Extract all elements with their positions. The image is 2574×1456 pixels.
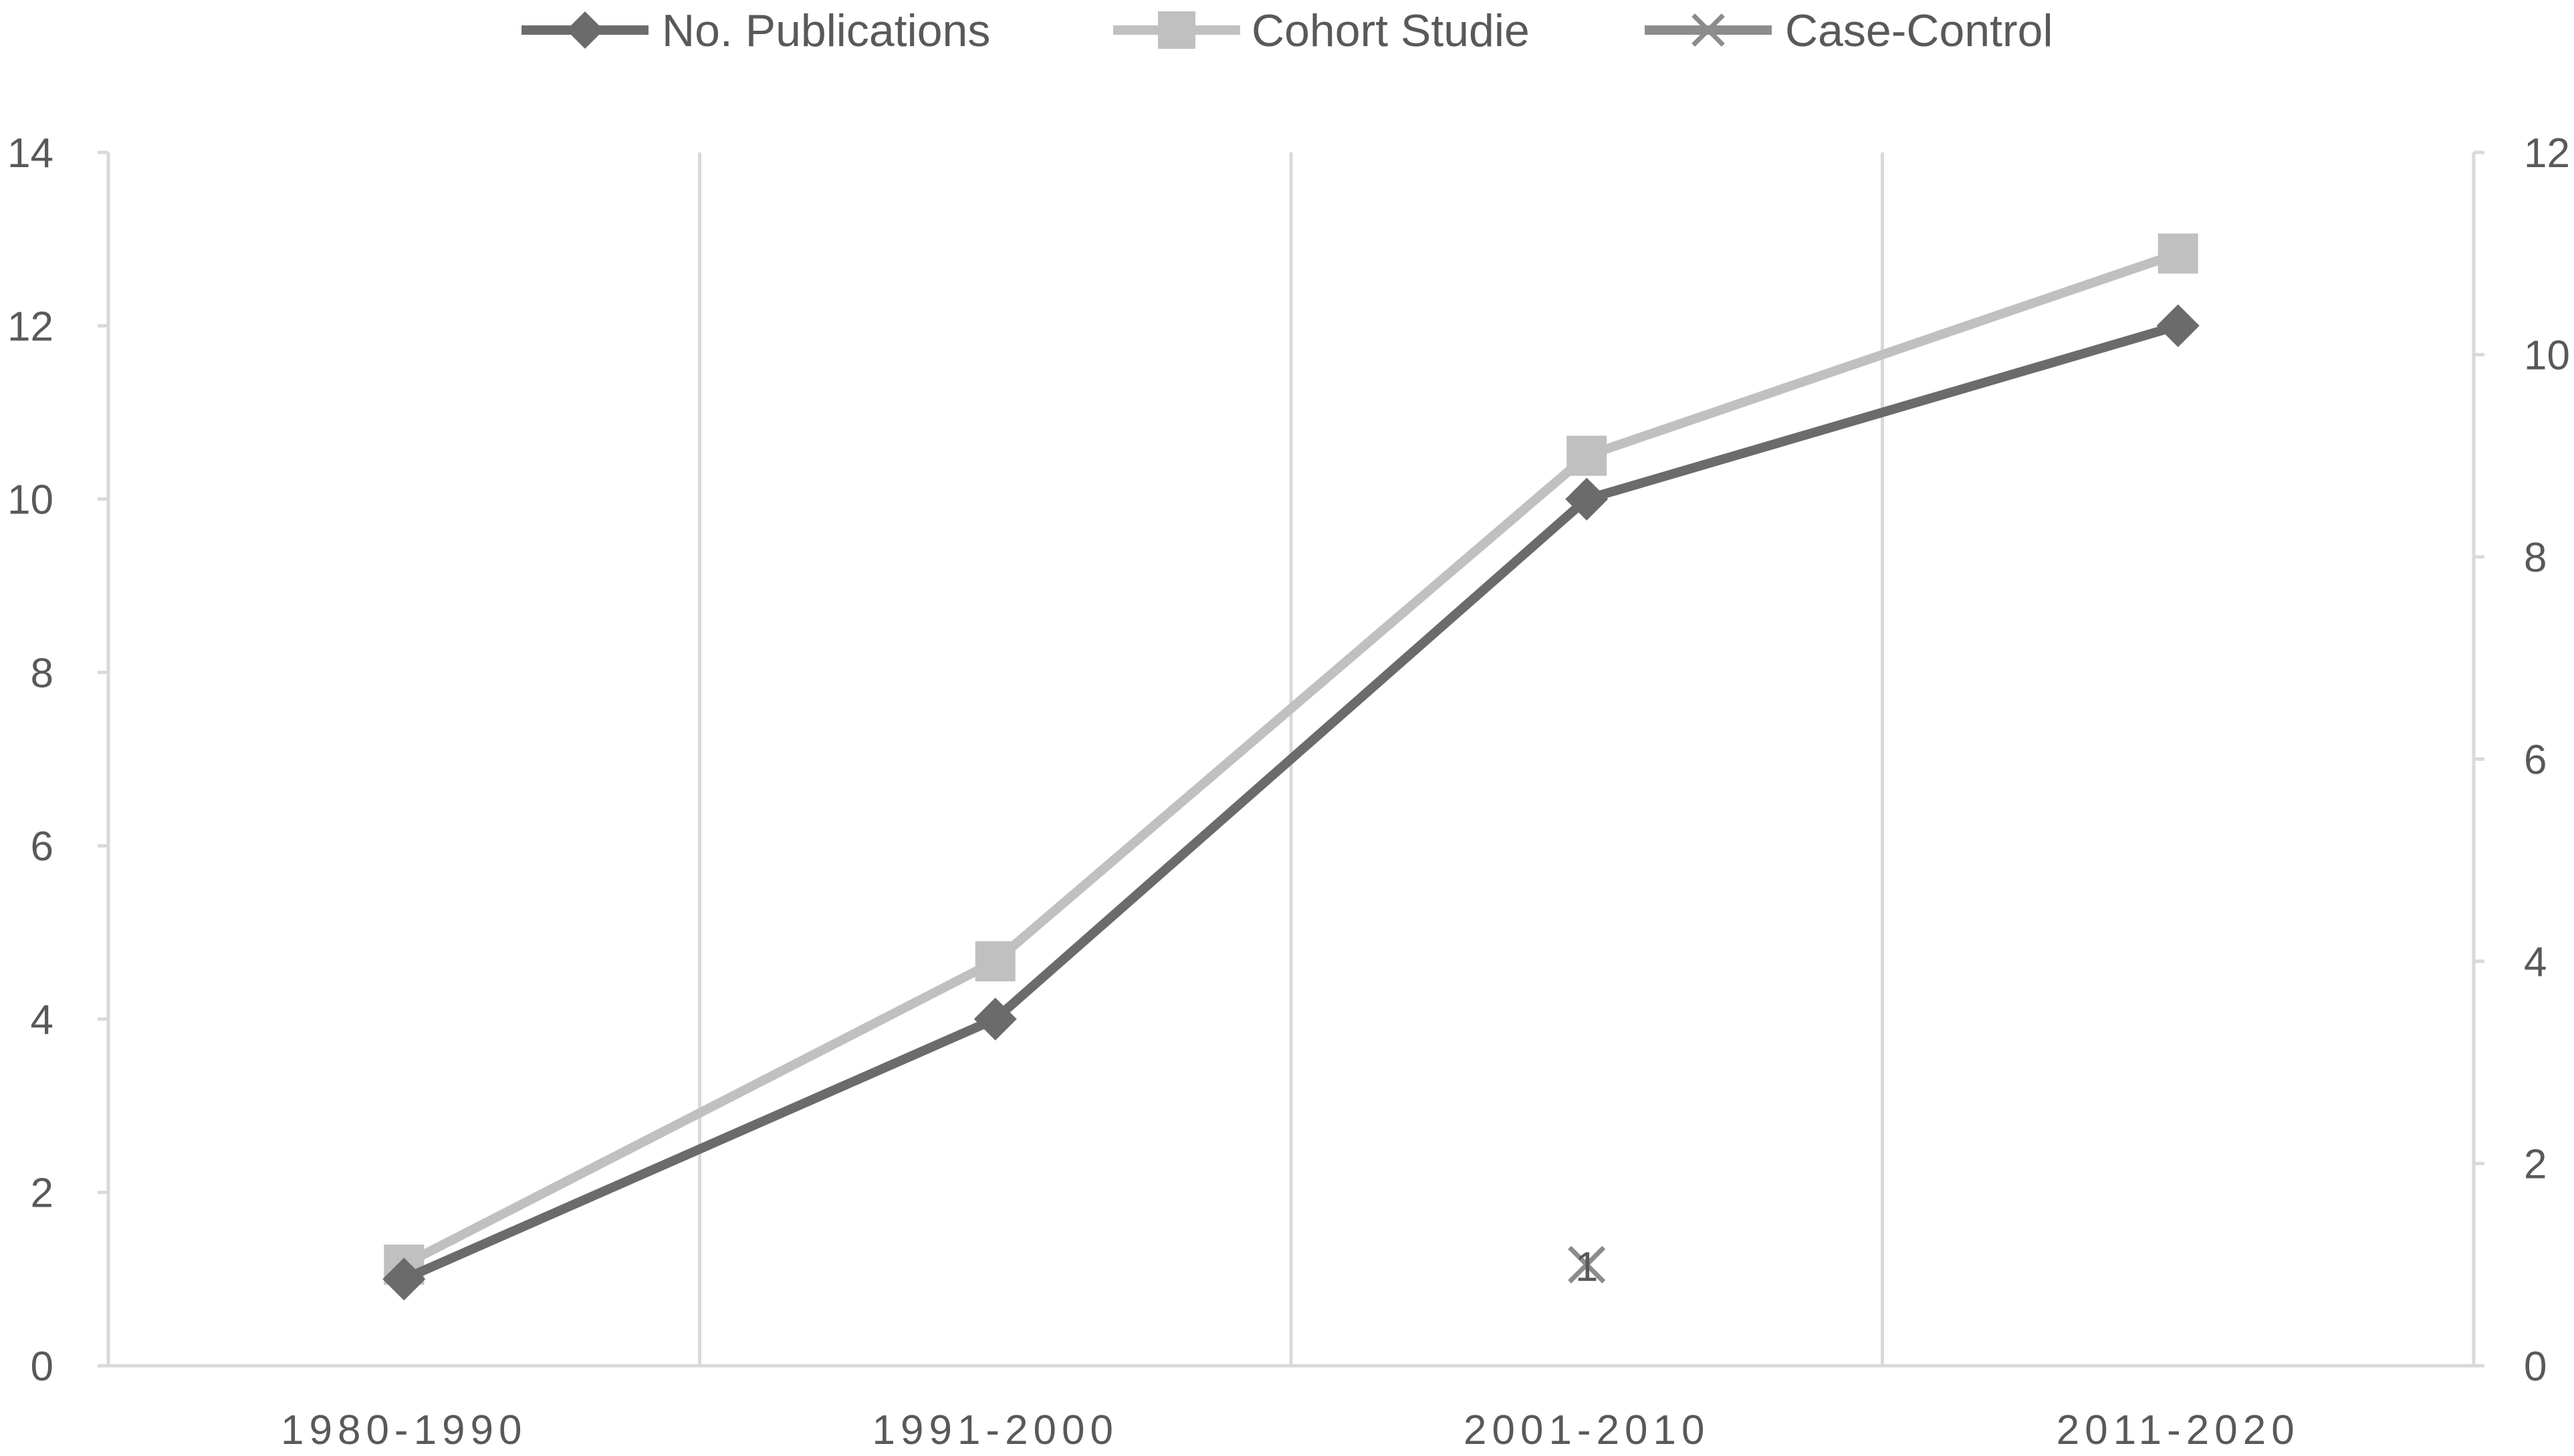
category-label: 1980-1990 xyxy=(281,1407,528,1453)
right-tick-label: 4 xyxy=(2524,939,2547,985)
left-y-axis: 0 2 4 6 8 10 12 14 xyxy=(7,130,53,1390)
right-tick-label: 8 xyxy=(2524,535,2547,581)
data-point-no-publications xyxy=(2156,304,2200,348)
data-point-case-control-stroke-b xyxy=(1568,1245,1606,1284)
data-point-no-publications xyxy=(973,997,1017,1041)
legend-marker-case-control-stroke-b xyxy=(1691,13,1725,47)
series-line-cohort-studie xyxy=(402,249,2180,1269)
series-group: 1 xyxy=(382,233,2200,1301)
data-label: 1 xyxy=(1575,1244,1598,1290)
data-point-no-publications xyxy=(382,1257,426,1301)
legend-marker-cohort-studie xyxy=(1158,11,1195,49)
gridlines xyxy=(98,150,2484,1368)
right-tick-label: 2 xyxy=(2524,1142,2547,1188)
left-tick-label: 10 xyxy=(7,477,53,523)
data-point-case-control xyxy=(1568,1245,1606,1284)
legend-marker-case-control xyxy=(1691,13,1725,47)
left-tick-label: 8 xyxy=(31,650,53,697)
left-tick-label: 12 xyxy=(7,304,53,350)
legend-marker-no-publications xyxy=(566,11,604,49)
x-axis: 1980-1990 1991-2000 2001-2010 2011-2020 xyxy=(281,1407,2300,1453)
right-tick-label: 6 xyxy=(2524,737,2547,783)
data-point-cohort-studie xyxy=(2157,233,2198,274)
left-tick-label: 14 xyxy=(7,130,53,176)
data-point-no-publications xyxy=(1565,477,1609,521)
legend-label: Cohort Studie xyxy=(1252,5,1530,56)
left-tick-label: 6 xyxy=(31,824,53,870)
legend: No. Publications Cohort Studie Case-Contro… xyxy=(521,5,2053,56)
right-tick-label: 12 xyxy=(2524,130,2570,176)
right-y-axis: 0 2 4 6 8 10 12 xyxy=(2524,130,2570,1390)
left-tick-label: 0 xyxy=(31,1344,53,1390)
data-point-cohort-studie xyxy=(1566,435,1607,476)
category-label: 1991-2000 xyxy=(872,1407,1119,1453)
legend-label: No. Publications xyxy=(662,5,990,56)
right-tick-label: 10 xyxy=(2524,333,2570,379)
right-tick-label: 0 xyxy=(2524,1344,2547,1390)
category-label: 2011-2020 xyxy=(2057,1407,2300,1453)
category-label: 2001-2010 xyxy=(1464,1407,1710,1453)
legend-label: Case-Control xyxy=(1785,5,2053,56)
data-point-cohort-studie xyxy=(975,941,1016,981)
series-line-no-publications xyxy=(402,321,2180,1284)
left-tick-label: 4 xyxy=(31,997,53,1043)
left-tick-label: 2 xyxy=(31,1171,53,1217)
